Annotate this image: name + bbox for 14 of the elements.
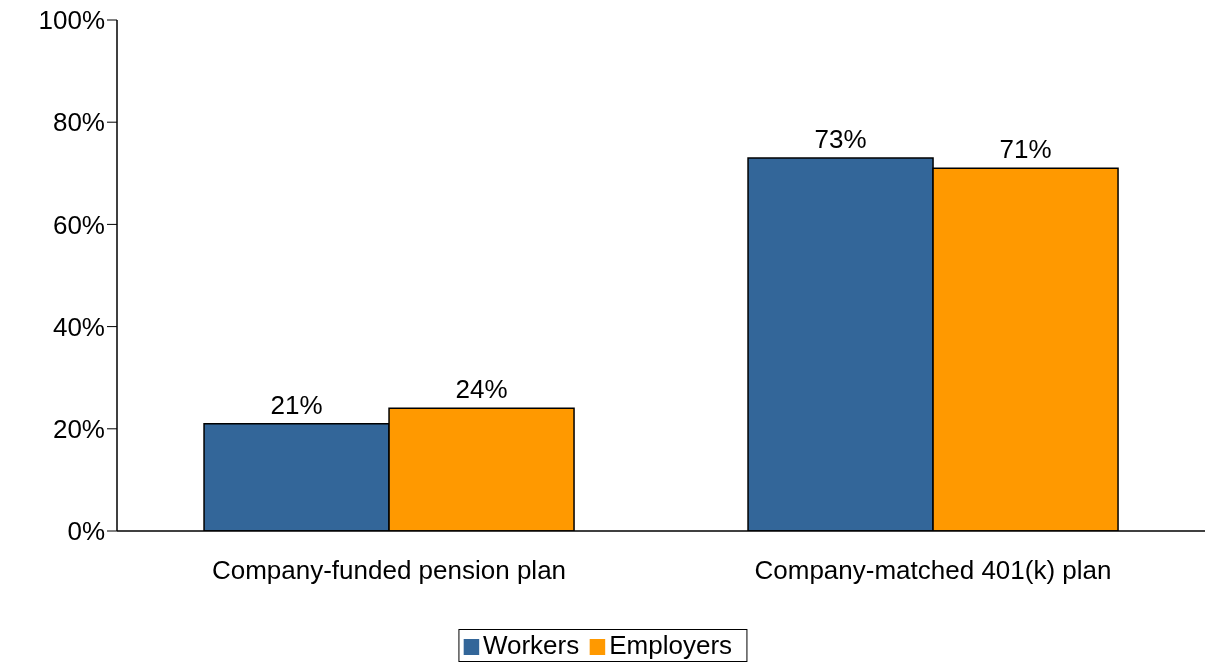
y-tick-label: 60% <box>52 209 105 240</box>
x-tick-label: Company-funded pension plan <box>211 555 567 586</box>
legend-label: Employers <box>609 630 733 660</box>
y-tick-label: 40% <box>52 311 105 342</box>
legend-label: Workers <box>482 630 580 660</box>
data-label: 24% <box>455 374 508 405</box>
data-label: 21% <box>270 389 323 420</box>
data-label: 73% <box>814 123 867 154</box>
data-label: 71% <box>999 134 1052 165</box>
y-tick-label: 20% <box>52 414 105 445</box>
x-tick-label: Company-matched 401(k) plan <box>754 555 1112 586</box>
y-tick-label: 0% <box>67 516 105 547</box>
y-tick-label: 100% <box>38 5 105 36</box>
y-tick-label: 80% <box>52 107 105 138</box>
